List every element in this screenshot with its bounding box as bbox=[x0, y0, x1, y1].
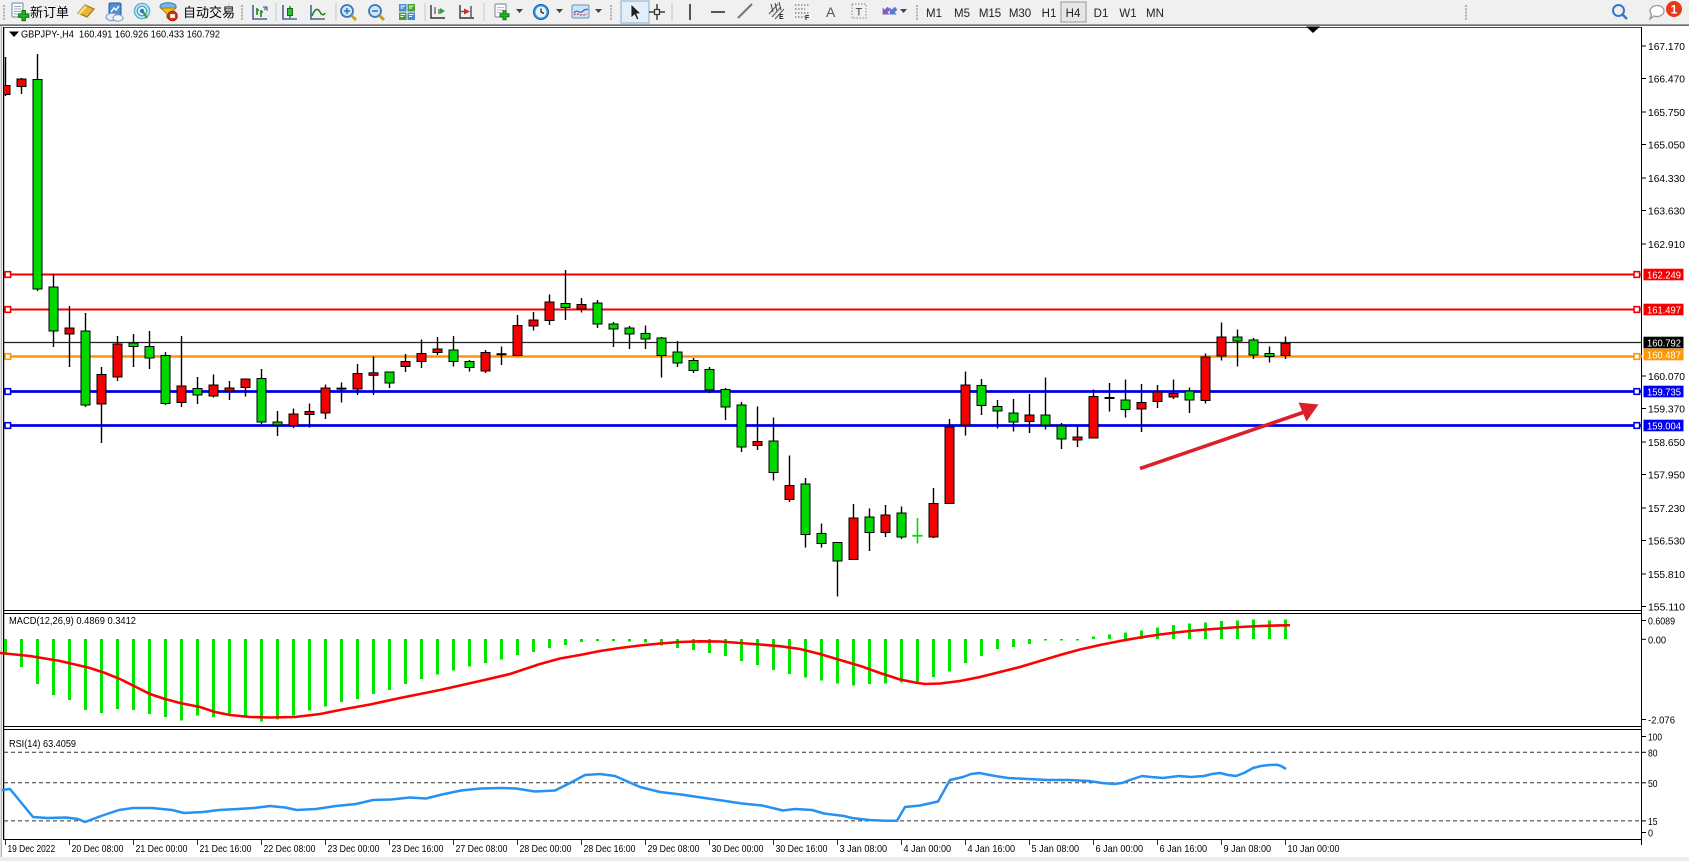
svg-text:167.170: 167.170 bbox=[1648, 41, 1685, 53]
svg-text:164.330: 164.330 bbox=[1648, 173, 1685, 185]
svg-text:19 Dec 2022: 19 Dec 2022 bbox=[8, 843, 56, 855]
svg-text:155.810: 155.810 bbox=[1648, 569, 1685, 581]
svg-text:10 Jan 00:00: 10 Jan 00:00 bbox=[1288, 843, 1340, 855]
svg-text:29 Dec 08:00: 29 Dec 08:00 bbox=[648, 843, 700, 855]
svg-text:GBPJPY-,H4 160.491 160.926 16: GBPJPY-,H4 160.491 160.926 160.433 160.7… bbox=[21, 29, 220, 41]
svg-text:MACD(12,26,9) 0.4869 0.3412: MACD(12,26,9) 0.4869 0.3412 bbox=[9, 615, 136, 627]
svg-text:4 Jan 00:00: 4 Jan 00:00 bbox=[904, 843, 952, 855]
svg-text:5 Jan 08:00: 5 Jan 08:00 bbox=[1032, 843, 1080, 855]
svg-text:W1: W1 bbox=[1119, 8, 1136, 20]
svg-text:165.750: 165.750 bbox=[1648, 107, 1685, 119]
svg-text:E: E bbox=[779, 14, 784, 21]
svg-text:161.497: 161.497 bbox=[1647, 305, 1681, 317]
svg-text:23 Dec 16:00: 23 Dec 16:00 bbox=[392, 843, 444, 855]
svg-text:159.004: 159.004 bbox=[1647, 421, 1681, 433]
svg-text:RSI(14) 63.4059: RSI(14) 63.4059 bbox=[9, 738, 76, 750]
svg-text:6 Jan 00:00: 6 Jan 00:00 bbox=[1096, 843, 1144, 855]
svg-text:156.530: 156.530 bbox=[1648, 536, 1685, 548]
svg-text:D1: D1 bbox=[1094, 8, 1109, 20]
svg-text:165.050: 165.050 bbox=[1648, 140, 1685, 152]
svg-text:100: 100 bbox=[1648, 732, 1662, 744]
svg-text:4 Jan 16:00: 4 Jan 16:00 bbox=[968, 843, 1016, 855]
svg-text:M5: M5 bbox=[954, 8, 970, 20]
svg-text:30 Dec 00:00: 30 Dec 00:00 bbox=[712, 843, 764, 855]
svg-text:28 Dec 16:00: 28 Dec 16:00 bbox=[584, 843, 636, 855]
svg-text:6 Jan 16:00: 6 Jan 16:00 bbox=[1160, 843, 1208, 855]
svg-text:160.070: 160.070 bbox=[1648, 371, 1685, 383]
svg-text:157.230: 157.230 bbox=[1648, 503, 1685, 515]
svg-text:159.370: 159.370 bbox=[1648, 404, 1685, 416]
svg-text:155.110: 155.110 bbox=[1648, 602, 1685, 614]
svg-text:50: 50 bbox=[1648, 778, 1658, 790]
svg-text:160.487: 160.487 bbox=[1647, 350, 1681, 362]
svg-text:21 Dec 00:00: 21 Dec 00:00 bbox=[136, 843, 188, 855]
svg-text:H1: H1 bbox=[1042, 8, 1057, 20]
svg-text:162.910: 162.910 bbox=[1648, 239, 1685, 251]
svg-text:新订单: 新订单 bbox=[30, 5, 69, 20]
svg-text:80: 80 bbox=[1648, 747, 1658, 759]
svg-text:MN: MN bbox=[1146, 8, 1164, 20]
svg-text:21 Dec 16:00: 21 Dec 16:00 bbox=[200, 843, 252, 855]
svg-text:9 Jan 08:00: 9 Jan 08:00 bbox=[1224, 843, 1272, 855]
svg-text:0.00: 0.00 bbox=[1648, 634, 1666, 646]
svg-text:M15: M15 bbox=[979, 8, 1001, 20]
svg-text:23 Dec 00:00: 23 Dec 00:00 bbox=[328, 843, 380, 855]
svg-text:162.249: 162.249 bbox=[1647, 270, 1681, 282]
svg-text:163.630: 163.630 bbox=[1648, 206, 1685, 218]
svg-text:15: 15 bbox=[1648, 816, 1658, 828]
svg-text:H4: H4 bbox=[1066, 8, 1081, 20]
svg-text:0: 0 bbox=[1648, 828, 1653, 840]
svg-text:A: A bbox=[826, 4, 836, 20]
svg-text:1: 1 bbox=[1671, 3, 1678, 17]
svg-text:27 Dec 08:00: 27 Dec 08:00 bbox=[456, 843, 508, 855]
svg-text:0.6089: 0.6089 bbox=[1648, 616, 1675, 628]
svg-text:T: T bbox=[856, 7, 863, 19]
svg-text:F: F bbox=[805, 15, 810, 22]
svg-text:M1: M1 bbox=[926, 8, 942, 20]
svg-text:22 Dec 08:00: 22 Dec 08:00 bbox=[264, 843, 316, 855]
svg-text:3 Jan 08:00: 3 Jan 08:00 bbox=[840, 843, 888, 855]
svg-text:自动交易: 自动交易 bbox=[183, 5, 235, 20]
svg-text:157.950: 157.950 bbox=[1648, 470, 1685, 482]
svg-text:M30: M30 bbox=[1009, 8, 1031, 20]
svg-text:166.470: 166.470 bbox=[1648, 74, 1685, 86]
svg-text:30 Dec 16:00: 30 Dec 16:00 bbox=[776, 843, 828, 855]
svg-text:159.735: 159.735 bbox=[1647, 387, 1681, 399]
svg-text:160.792: 160.792 bbox=[1647, 338, 1681, 350]
svg-text:20 Dec 08:00: 20 Dec 08:00 bbox=[72, 843, 124, 855]
svg-text:158.650: 158.650 bbox=[1648, 437, 1685, 449]
svg-text:-2.076: -2.076 bbox=[1648, 715, 1675, 727]
svg-text:28 Dec 00:00: 28 Dec 00:00 bbox=[520, 843, 572, 855]
